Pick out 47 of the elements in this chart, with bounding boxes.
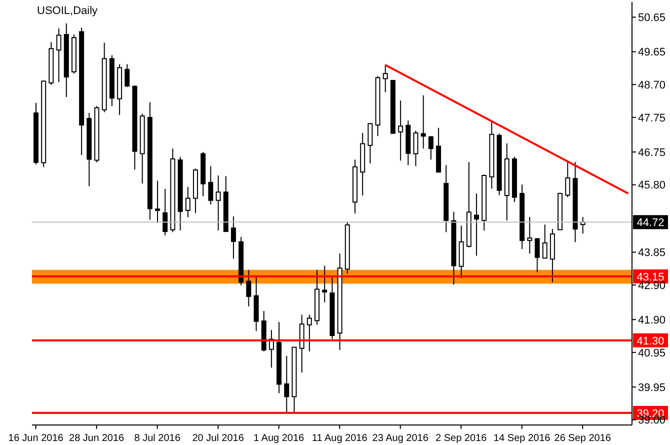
chart-title: USOIL,Daily	[37, 5, 98, 17]
x-tick-label: 1 Aug 2016	[254, 433, 305, 444]
candlestick	[155, 180, 160, 224]
candlestick	[368, 122, 373, 164]
y-tick-label: 49.65	[638, 46, 666, 59]
x-tick-label: 2 Sep 2016	[436, 433, 488, 444]
candlestick	[306, 314, 312, 352]
candlestick	[382, 64, 388, 93]
candlestick	[322, 265, 328, 303]
y-tick-label: 50.65	[638, 12, 666, 24]
candlestick	[398, 100, 404, 162]
candlestick	[474, 192, 480, 256]
y-tick-label: 41.90	[638, 314, 666, 326]
x-tick-label: 23 Aug 2016	[372, 433, 429, 444]
ref-line-label: 41.30	[636, 335, 664, 348]
candlestick	[56, 28, 62, 83]
y-tick-label: 42.90	[638, 280, 666, 292]
x-tick-label: 26 Sep 2016	[554, 433, 612, 444]
candlestick	[162, 188, 168, 236]
candlestick	[185, 186, 190, 218]
candlestick	[208, 166, 214, 206]
x-tick-label: 14 Sep 2016	[494, 433, 551, 444]
candlestick	[246, 269, 252, 307]
x-tick-label: 16 Jun 2016	[8, 433, 64, 444]
x-tick-label: 11 Aug 2016	[312, 433, 368, 444]
y-tick-label: 39.95	[638, 382, 666, 394]
candlestick	[428, 136, 434, 160]
candlestick	[565, 160, 570, 198]
y-tick-label: 47.75	[638, 112, 666, 124]
candlestick	[413, 130, 418, 167]
x-tick-label: 8 Jul 2016	[134, 433, 181, 444]
candlestick	[527, 216, 532, 254]
x-tick-label: 20 Jul 2016	[192, 433, 244, 444]
candlestick	[230, 216, 236, 260]
y-tick-label: 46.75	[638, 146, 666, 159]
candlestick	[216, 174, 221, 231]
candlestick	[420, 94, 426, 150]
y-tick-label: 45.80	[638, 180, 666, 192]
candlestick	[284, 355, 290, 414]
candlestick	[124, 64, 130, 88]
y-tick-label: 43.85	[638, 247, 666, 260]
candlestick	[542, 224, 548, 259]
candlestick	[534, 238, 540, 273]
ref-line-label: 44.72	[636, 217, 664, 230]
y-tick-label: 40.95	[638, 347, 666, 360]
y-tick-label: 48.70	[638, 80, 666, 92]
x-tick-label: 28 Jun 2016	[69, 433, 125, 444]
